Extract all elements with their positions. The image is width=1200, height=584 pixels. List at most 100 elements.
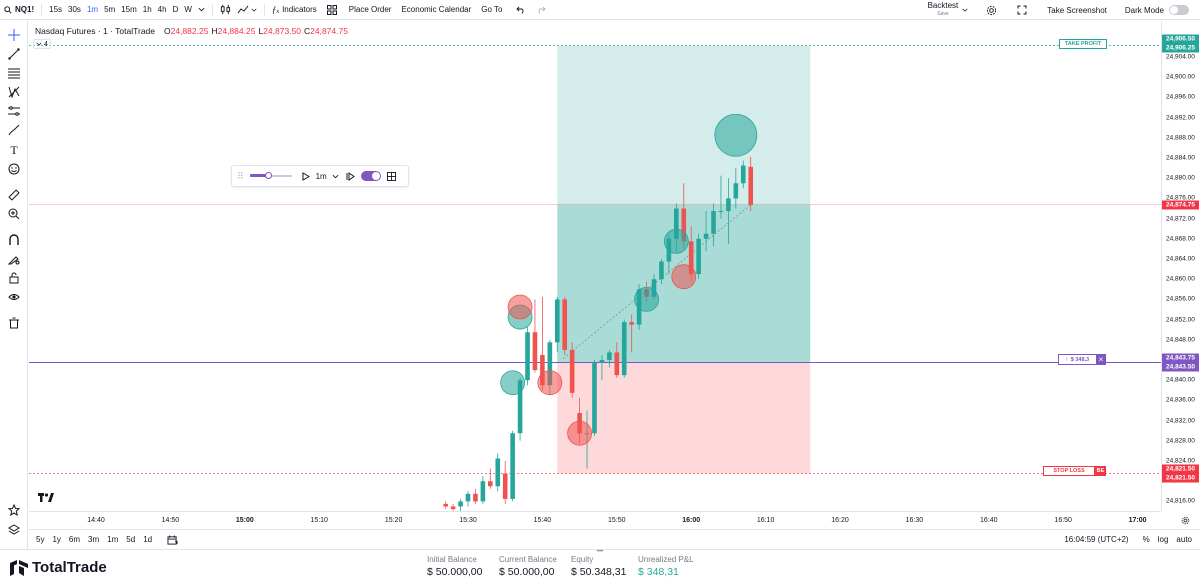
candle-body[interactable] [532, 332, 538, 371]
crosshair-icon[interactable] [6, 27, 22, 43]
candle-body[interactable] [480, 481, 486, 502]
candles-style-button[interactable] [217, 0, 234, 20]
price-chart[interactable] [29, 21, 1161, 511]
replay-speed-slider[interactable] [249, 172, 292, 180]
candle-body[interactable] [450, 506, 456, 509]
candle-body[interactable] [621, 322, 627, 376]
timeframe-D[interactable]: D [172, 5, 179, 14]
timeframe-dropdown[interactable] [195, 0, 208, 20]
brush-icon[interactable] [6, 122, 22, 138]
range-1d[interactable]: 1d [143, 535, 153, 544]
pattern-icon[interactable] [6, 84, 22, 100]
candle-body[interactable] [562, 299, 568, 350]
lock-draw-icon[interactable] [6, 251, 22, 267]
timeframe-4h[interactable]: 4h [157, 5, 167, 14]
dark-mode-toggle[interactable]: Dark Mode [1122, 0, 1192, 20]
replay-grid-button[interactable] [386, 171, 396, 181]
layouts-button[interactable] [324, 0, 340, 20]
candle-body[interactable] [458, 501, 463, 507]
screenshot-button[interactable]: Take Screenshot [1044, 0, 1110, 20]
candle-body[interactable] [651, 279, 657, 297]
chart-pane[interactable]: Nasdaq Futures · 1 · TotalTrade O24,882.… [29, 21, 1161, 511]
timeframe-15s[interactable]: 15s [49, 5, 63, 14]
trendline-icon[interactable] [6, 46, 22, 62]
range-1y[interactable]: 1y [52, 535, 61, 544]
position-value-tag[interactable]: ⁞ $ 348,3 [1058, 354, 1097, 365]
candle-body[interactable] [659, 261, 664, 280]
candle-body[interactable] [607, 352, 612, 360]
candle-body[interactable] [554, 299, 560, 343]
candle-body[interactable] [525, 332, 530, 381]
layers-icon[interactable] [6, 522, 22, 538]
fullscreen-button[interactable] [1014, 0, 1030, 20]
timeframe-1m[interactable]: 1m [86, 5, 99, 14]
brand-logo[interactable]: TotalTrade [10, 559, 107, 576]
play-button[interactable] [302, 171, 310, 181]
step-forward-button[interactable] [346, 171, 355, 181]
trade-marker-sell[interactable] [537, 370, 563, 396]
take-profit-tag[interactable]: TAKE PROFIT [1059, 39, 1107, 49]
line-style-button[interactable] [234, 0, 260, 20]
percent-toggle[interactable]: % [1142, 535, 1150, 544]
replay-timeframe-dropdown[interactable] [332, 173, 339, 180]
timeframe-30s[interactable]: 30s [68, 5, 81, 14]
price-axis[interactable]: 24,904.00 24,900.00 24,896.00 24,892.00 24,8… [1161, 21, 1200, 511]
candle-body[interactable] [718, 211, 724, 213]
range-6m[interactable]: 6m [68, 535, 81, 544]
candle-body[interactable] [517, 380, 523, 434]
candle-body[interactable] [488, 481, 493, 487]
candle-body[interactable] [502, 473, 508, 499]
magnet-icon[interactable] [6, 232, 22, 248]
candle-body[interactable] [614, 352, 620, 376]
trade-marker-buy[interactable] [663, 228, 689, 254]
stop-zone[interactable] [557, 362, 811, 474]
range-3m[interactable]: 3m [88, 535, 100, 544]
auto-toggle[interactable]: auto [1176, 535, 1192, 544]
indicators-button[interactable]: ƒx Indicators [269, 0, 320, 20]
timeframe-W[interactable]: W [184, 5, 192, 14]
economic-calendar-button[interactable]: Economic Calendar [398, 0, 474, 20]
range-5d[interactable]: 5d [126, 535, 136, 544]
redo-button[interactable] [533, 0, 549, 20]
emoji-icon[interactable] [6, 161, 22, 177]
replay-toggle[interactable] [360, 171, 381, 181]
star-icon[interactable] [6, 502, 22, 518]
candle-body[interactable] [740, 165, 746, 184]
projection-icon[interactable] [6, 103, 22, 119]
slider-thumb[interactable] [264, 172, 272, 179]
stop-loss-tag[interactable]: STOP LOSS [1043, 466, 1095, 476]
eye-icon[interactable] [6, 289, 22, 305]
clock[interactable]: 16:04:59 (UTC+2) [1064, 535, 1129, 544]
text-icon[interactable]: T [10, 142, 18, 157]
candle-body[interactable] [711, 211, 716, 234]
resize-grip-icon[interactable]: ••• [596, 549, 604, 555]
log-toggle[interactable]: log [1157, 535, 1169, 544]
timeframe-15m[interactable]: 15m [121, 5, 137, 14]
place-order-button[interactable]: Place Order [346, 0, 395, 20]
candle-body[interactable] [547, 342, 553, 386]
candle-body[interactable] [569, 349, 575, 393]
candle-body[interactable] [674, 208, 679, 239]
trade-marker-sell[interactable] [507, 294, 533, 320]
candle-body[interactable] [726, 198, 731, 212]
ruler-icon[interactable] [6, 187, 22, 203]
candle-body[interactable] [703, 233, 709, 239]
trade-marker-sell[interactable] [671, 264, 697, 290]
symbol-search[interactable]: NQ1! [0, 0, 37, 20]
candle-body[interactable] [540, 354, 545, 386]
candle-body[interactable] [495, 458, 501, 487]
candle-body[interactable] [688, 241, 694, 275]
fib-icon[interactable] [6, 65, 22, 81]
goto-button[interactable]: Go To [478, 0, 505, 20]
time-axis[interactable]: 14:40 14:50 15:00 15:10 15:20 15:30 15:40 15:50… [29, 511, 1190, 529]
trade-marker-buy[interactable] [634, 286, 659, 312]
replay-timeframe[interactable]: 1m [315, 171, 327, 181]
candle-body[interactable] [592, 362, 597, 434]
timeframe-1h[interactable]: 1h [142, 5, 152, 14]
candle-body[interactable] [629, 322, 634, 325]
candle-body[interactable] [681, 208, 687, 242]
candle-body[interactable] [696, 238, 701, 275]
trade-marker-sell[interactable] [567, 420, 592, 446]
breakeven-button[interactable]: BE [1095, 466, 1106, 476]
range-1m[interactable]: 1m [107, 535, 119, 544]
